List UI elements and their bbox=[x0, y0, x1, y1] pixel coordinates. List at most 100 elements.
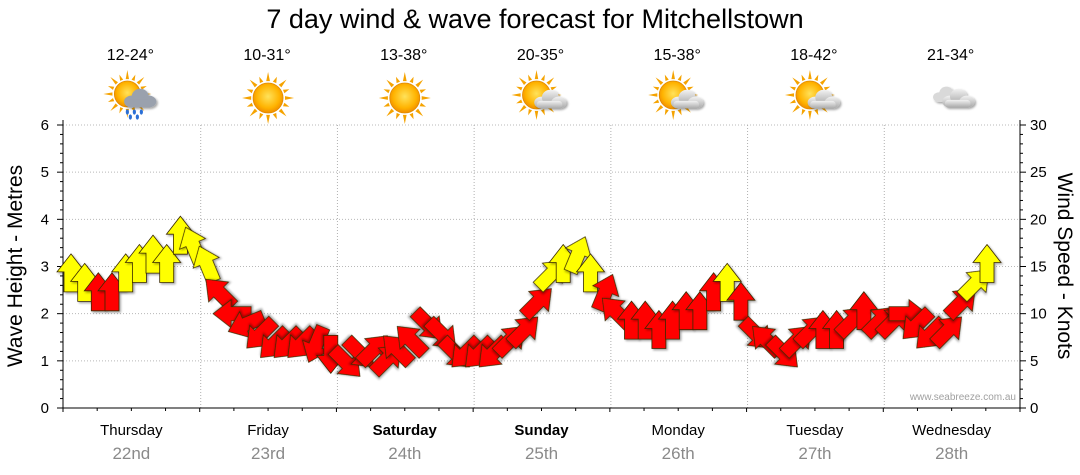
sun-ray bbox=[677, 74, 682, 81]
sun-ray bbox=[655, 77, 664, 85]
sun-disc bbox=[252, 82, 284, 114]
sun-ray bbox=[789, 86, 796, 91]
sun-ray bbox=[259, 112, 264, 120]
sun-ray bbox=[140, 85, 147, 90]
wind-arrow-shape bbox=[396, 325, 430, 359]
y-tick-label: 2 bbox=[41, 306, 49, 323]
temp-range-monday: 15-38° bbox=[654, 47, 701, 64]
sun-ray bbox=[282, 102, 290, 107]
sun-icon bbox=[242, 72, 295, 124]
sun-ray bbox=[282, 89, 290, 94]
wind-arrow-shape bbox=[591, 273, 620, 313]
sun-ray bbox=[419, 102, 427, 107]
sun-ray bbox=[119, 74, 124, 81]
temp-range-thursday: 12-24° bbox=[107, 47, 154, 64]
sun-ray bbox=[110, 103, 118, 111]
sun-ray bbox=[259, 76, 264, 84]
sun-ray bbox=[546, 77, 555, 85]
date-label-friday: 23rd bbox=[251, 444, 285, 463]
wind-arrow-shape bbox=[972, 243, 1002, 283]
date-label-sunday: 25th bbox=[525, 444, 558, 463]
sun-ray bbox=[103, 92, 113, 96]
temp-range-wednesday: 21-34° bbox=[927, 47, 974, 64]
sun-ray bbox=[246, 89, 254, 94]
y2-tick-label: 20 bbox=[1030, 211, 1047, 228]
sun-ray bbox=[516, 99, 523, 104]
sun-ray bbox=[272, 76, 277, 84]
sun-ray bbox=[415, 79, 424, 88]
sun-cloud-icon bbox=[511, 70, 567, 120]
day-label-monday: Monday bbox=[652, 422, 706, 439]
temp-range-tuesday: 18-42° bbox=[790, 47, 837, 64]
y2-tick-label: 10 bbox=[1030, 306, 1047, 323]
y2-tick-label: 30 bbox=[1030, 117, 1047, 134]
sun-ray bbox=[119, 107, 124, 114]
sun-ray bbox=[528, 109, 533, 116]
sun-ray bbox=[409, 112, 414, 120]
y-tick-label: 5 bbox=[41, 164, 49, 181]
rain-drop bbox=[125, 109, 129, 115]
sun-ray bbox=[409, 76, 414, 84]
y2-tick-label: 5 bbox=[1030, 353, 1038, 370]
day-label-friday: Friday bbox=[247, 422, 289, 439]
sun-ray bbox=[511, 93, 521, 97]
sun-ray bbox=[402, 114, 407, 124]
wind-arrow bbox=[505, 316, 539, 350]
sun-ray bbox=[249, 108, 258, 117]
y-axis-label: Wave Height - Metres bbox=[4, 165, 27, 367]
y-tick-label: 3 bbox=[41, 259, 49, 276]
y-tick-label: 4 bbox=[41, 211, 49, 228]
sun-ray bbox=[378, 96, 388, 100]
rain-drop bbox=[128, 114, 132, 120]
y2-axis-label: Wind Speed - Knots bbox=[1053, 173, 1076, 360]
wind-arrow bbox=[396, 325, 430, 359]
sun-ray bbox=[677, 109, 682, 116]
sun-ray bbox=[664, 74, 669, 81]
sun-ray bbox=[107, 98, 115, 103]
sun-ray bbox=[242, 96, 252, 100]
sun-ray bbox=[386, 108, 395, 117]
sun-ray bbox=[671, 110, 675, 120]
sun-ray bbox=[789, 99, 796, 104]
sun-ray bbox=[534, 110, 539, 120]
sun-ray bbox=[284, 96, 295, 100]
sun-ray bbox=[249, 79, 258, 88]
sun-ray bbox=[518, 105, 527, 113]
sun-ray bbox=[792, 77, 800, 85]
sun-ray bbox=[131, 74, 136, 81]
sun-ray bbox=[808, 70, 812, 80]
sun-rays bbox=[511, 70, 562, 120]
y-tick-label: 0 bbox=[41, 400, 49, 417]
sun-cloud-icon bbox=[784, 70, 840, 120]
sun-ray bbox=[107, 85, 115, 90]
rain-drop bbox=[139, 109, 143, 115]
sun-ray bbox=[683, 77, 691, 85]
y-tick-label: 6 bbox=[41, 117, 49, 134]
sun-ray bbox=[383, 102, 390, 107]
sun-ray bbox=[246, 102, 254, 107]
cloud-base bbox=[126, 99, 153, 108]
sun-ray bbox=[421, 96, 431, 100]
sun-ray bbox=[272, 112, 277, 120]
sun-ray bbox=[136, 77, 145, 85]
rain-drop bbox=[135, 114, 139, 120]
day-label-saturday: Saturday bbox=[373, 422, 438, 439]
sun-ray bbox=[386, 79, 395, 88]
sun-ray bbox=[823, 86, 831, 91]
sun-ray bbox=[808, 110, 812, 120]
day-label-tuesday: Tuesday bbox=[786, 422, 843, 439]
wind-arrow-shape bbox=[575, 253, 606, 293]
sun-ray bbox=[801, 109, 806, 116]
sun-ray bbox=[814, 74, 819, 81]
cloud-shape bbox=[534, 89, 567, 109]
wind-arrow-shape bbox=[726, 281, 756, 321]
sun-ray bbox=[792, 105, 800, 113]
date-label-monday: 26th bbox=[662, 444, 695, 463]
sun-ray bbox=[278, 79, 287, 88]
sun-ray bbox=[652, 86, 660, 91]
date-label-thursday: 22nd bbox=[112, 444, 150, 463]
sun-ray bbox=[664, 109, 669, 116]
sun-ray bbox=[402, 72, 407, 82]
cloud-base bbox=[673, 100, 699, 109]
